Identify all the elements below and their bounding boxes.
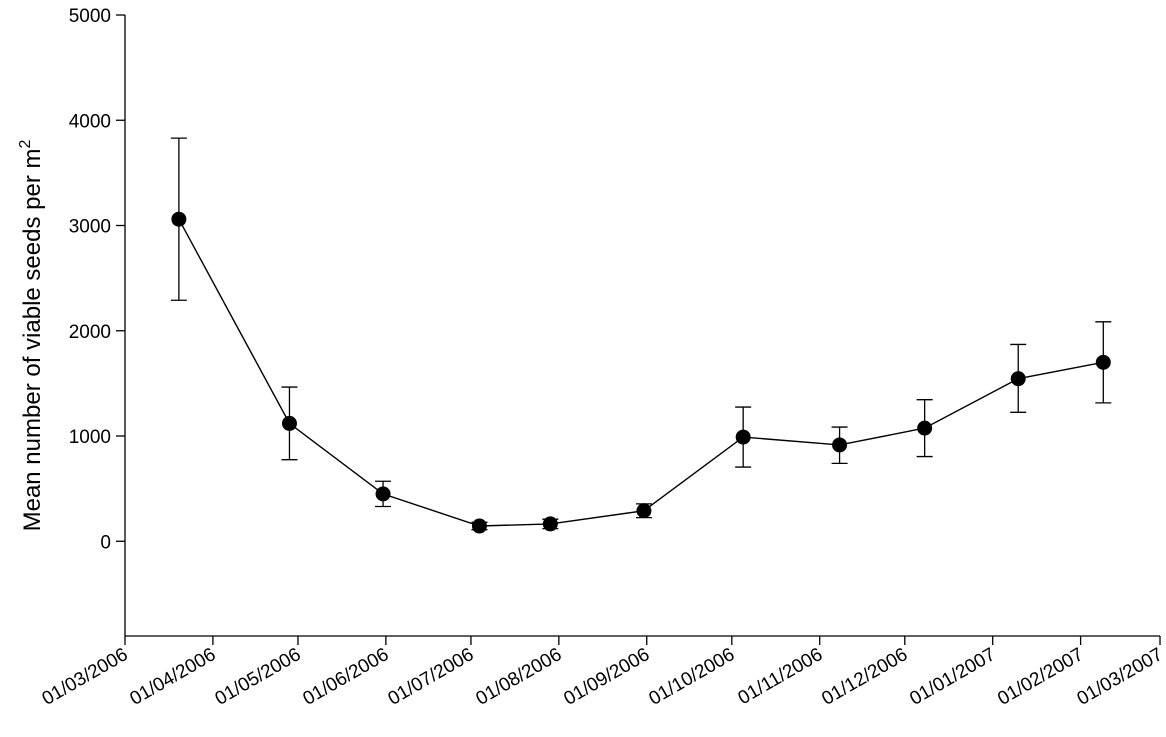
y-tick-label: 2000 [69, 322, 111, 343]
x-axis-ticks: 01/03/200601/04/200601/05/200601/06/2006… [39, 636, 1166, 710]
x-tick-label: 01/03/2006 [39, 644, 132, 710]
series-line [178, 218, 1104, 527]
data-point [542, 516, 558, 532]
x-tick-label: 01/03/2007 [1074, 644, 1166, 710]
axes [124, 15, 1160, 637]
x-tick-label: 01/09/2006 [560, 644, 653, 710]
data-point [636, 503, 652, 519]
x-tick-label: 01/06/2006 [300, 644, 393, 710]
x-tick-label: 01/02/2007 [994, 644, 1087, 710]
y-tick-label: 0 [100, 532, 111, 553]
data-point [375, 486, 391, 502]
data-point [735, 429, 751, 445]
x-tick-label: 01/01/2007 [906, 644, 999, 710]
y-axis-label-text: Mean number of viable seeds per m [19, 149, 46, 532]
x-tick-label: 01/12/2006 [818, 644, 911, 710]
y-tick-label: 4000 [69, 111, 111, 132]
x-tick-label: 01/08/2006 [472, 644, 565, 710]
data-point [171, 211, 187, 227]
y-tick-label: 3000 [69, 217, 111, 238]
x-tick-label: 01/05/2006 [212, 644, 305, 710]
y-axis-label-superscript: 2 [17, 140, 34, 149]
y-axis-ticks: 0 1000 2000 3000 4000 5000 [69, 6, 125, 553]
data-point [471, 518, 487, 534]
data-point [917, 420, 933, 436]
x-tick-label: 01/10/2006 [645, 644, 738, 710]
series-layer [170, 137, 1112, 534]
data-point [1010, 371, 1026, 387]
y-tick-label: 1000 [69, 427, 111, 448]
x-tick-label: 01/07/2006 [385, 644, 478, 710]
data-point [281, 415, 297, 431]
x-tick-label: 01/04/2006 [127, 644, 220, 710]
data-point [1095, 354, 1111, 370]
y-axis-label: Mean number of viable seeds per m2 [17, 140, 46, 532]
y-tick-label: 5000 [69, 6, 111, 27]
x-tick-label: 01/11/2006 [735, 644, 827, 709]
data-point [832, 437, 848, 453]
